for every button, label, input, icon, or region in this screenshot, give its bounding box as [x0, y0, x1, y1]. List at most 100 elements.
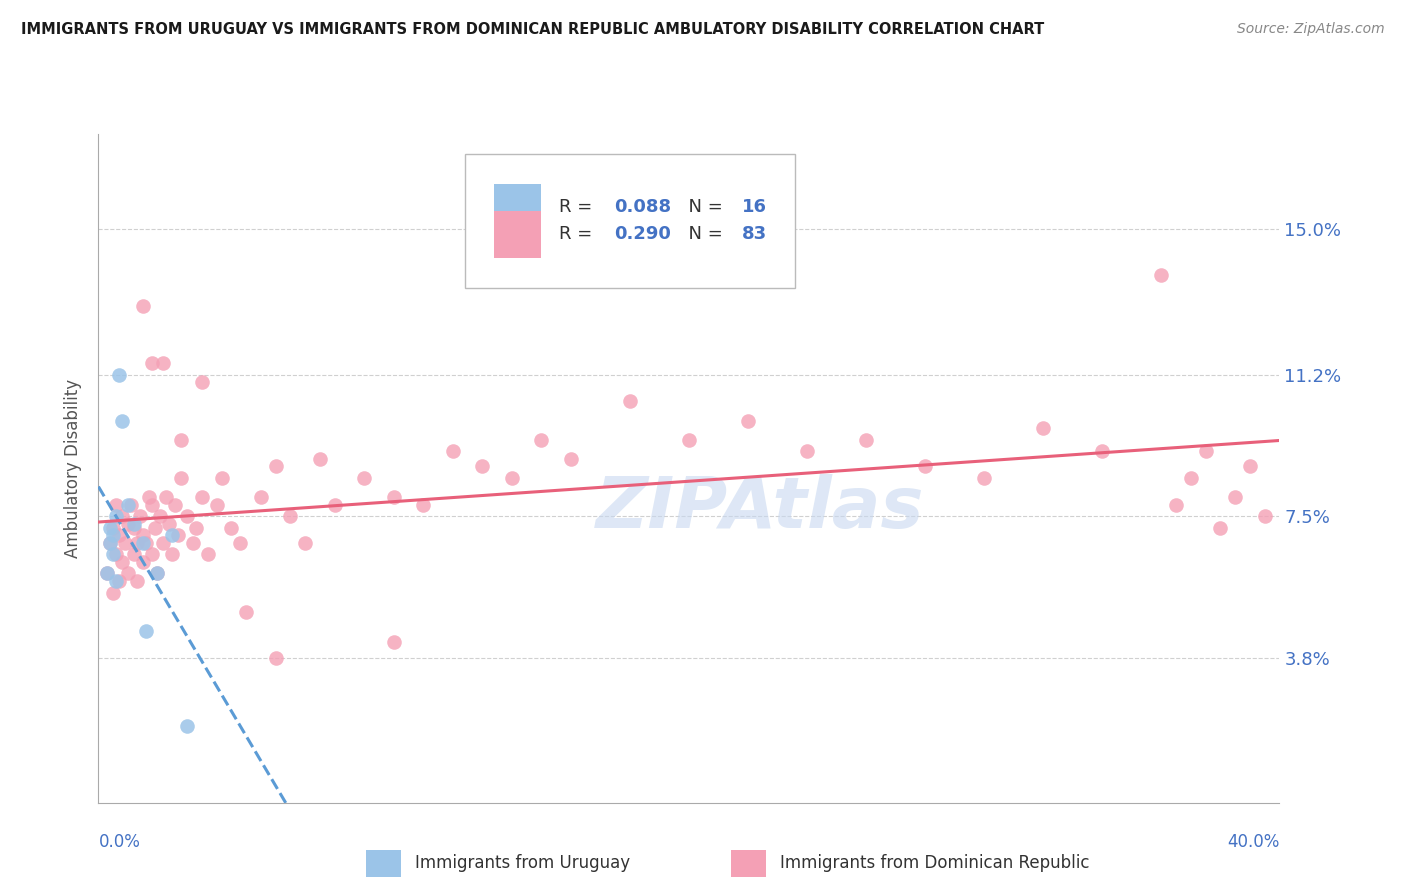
- Point: [471, 459, 494, 474]
- Point: [141, 356, 163, 370]
- Point: [184, 520, 207, 534]
- Point: [162, 547, 183, 561]
- Text: Immigrants from Uruguay: Immigrants from Uruguay: [415, 854, 630, 871]
- Text: R =: R =: [560, 198, 598, 217]
- Point: [441, 444, 464, 458]
- Point: [191, 376, 214, 390]
- Point: [1239, 459, 1261, 474]
- Point: [170, 471, 193, 485]
- Point: [103, 520, 125, 534]
- Point: [1032, 421, 1054, 435]
- Point: [294, 536, 316, 550]
- Point: [1254, 509, 1277, 524]
- Point: [382, 635, 405, 649]
- Point: [1180, 471, 1202, 485]
- Point: [619, 394, 641, 409]
- Point: [103, 547, 125, 561]
- Point: [191, 490, 214, 504]
- Point: [108, 574, 131, 588]
- Point: [278, 509, 302, 524]
- Point: [1150, 268, 1173, 283]
- Point: [105, 547, 128, 561]
- Point: [111, 509, 134, 524]
- Point: [309, 451, 332, 466]
- Point: [114, 536, 136, 550]
- Point: [135, 536, 157, 550]
- Point: [264, 650, 287, 665]
- FancyBboxPatch shape: [494, 211, 541, 258]
- Point: [149, 509, 172, 524]
- Point: [108, 368, 131, 382]
- Text: R =: R =: [560, 225, 598, 244]
- Point: [122, 516, 145, 531]
- Point: [1091, 444, 1114, 458]
- Point: [229, 536, 252, 550]
- Point: [501, 471, 523, 485]
- Point: [132, 536, 155, 550]
- Point: [264, 459, 287, 474]
- Point: [560, 451, 582, 466]
- Point: [98, 536, 121, 550]
- Text: IMMIGRANTS FROM URUGUAY VS IMMIGRANTS FROM DOMINICAN REPUBLIC AMBULATORY DISABIL: IMMIGRANTS FROM URUGUAY VS IMMIGRANTS FR…: [21, 22, 1045, 37]
- Text: ZIPAtlas: ZIPAtlas: [596, 474, 924, 543]
- Point: [323, 498, 346, 512]
- Point: [117, 566, 139, 581]
- Point: [973, 471, 995, 485]
- Point: [737, 413, 759, 427]
- FancyBboxPatch shape: [494, 184, 541, 231]
- Point: [103, 585, 125, 599]
- Point: [1195, 444, 1218, 458]
- Point: [176, 509, 198, 524]
- Y-axis label: Ambulatory Disability: Ambulatory Disability: [65, 379, 83, 558]
- Point: [125, 574, 148, 588]
- Point: [219, 520, 242, 534]
- Point: [855, 433, 877, 447]
- Point: [117, 516, 139, 531]
- Point: [176, 719, 198, 733]
- Point: [96, 566, 118, 581]
- Point: [105, 498, 128, 512]
- Point: [197, 547, 219, 561]
- Text: 40.0%: 40.0%: [1227, 833, 1279, 851]
- Text: 0.0%: 0.0%: [98, 833, 141, 851]
- Point: [170, 433, 193, 447]
- Point: [152, 356, 174, 370]
- Point: [211, 471, 233, 485]
- Point: [165, 498, 187, 512]
- Point: [128, 509, 150, 524]
- FancyBboxPatch shape: [464, 154, 796, 288]
- Point: [250, 490, 273, 504]
- Point: [155, 490, 177, 504]
- Point: [105, 574, 128, 588]
- Point: [167, 528, 190, 542]
- Text: N =: N =: [678, 198, 728, 217]
- Point: [162, 528, 183, 542]
- Point: [146, 566, 169, 581]
- Point: [132, 555, 155, 569]
- Point: [117, 498, 139, 512]
- Point: [132, 299, 155, 313]
- Point: [1164, 498, 1187, 512]
- Point: [103, 528, 125, 542]
- Point: [152, 536, 174, 550]
- Point: [181, 536, 204, 550]
- Text: Immigrants from Dominican Republic: Immigrants from Dominican Republic: [780, 854, 1090, 871]
- Point: [353, 471, 375, 485]
- Point: [1223, 490, 1246, 504]
- Point: [412, 498, 434, 512]
- Point: [143, 520, 166, 534]
- Point: [141, 498, 163, 512]
- Point: [235, 605, 257, 619]
- Point: [122, 520, 145, 534]
- Text: N =: N =: [678, 225, 728, 244]
- Point: [135, 624, 157, 638]
- Point: [678, 433, 700, 447]
- Point: [111, 555, 134, 569]
- Text: 0.088: 0.088: [614, 198, 672, 217]
- Point: [1209, 520, 1232, 534]
- Point: [157, 516, 180, 531]
- Point: [146, 566, 169, 581]
- Point: [796, 444, 818, 458]
- Point: [138, 490, 160, 504]
- Point: [530, 433, 553, 447]
